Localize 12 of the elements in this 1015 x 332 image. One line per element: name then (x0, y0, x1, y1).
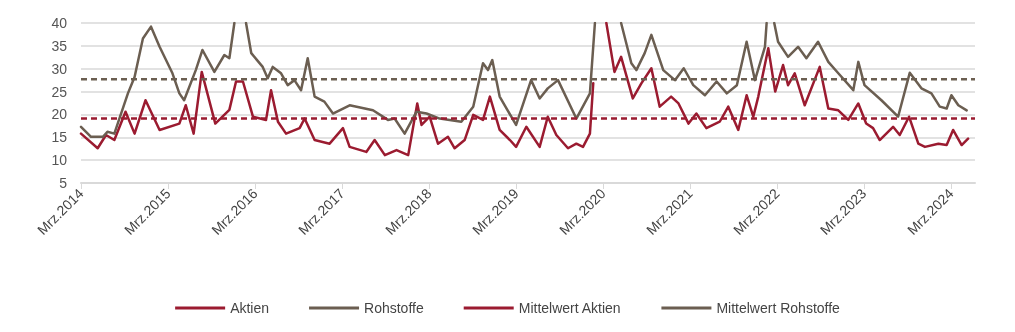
y-tick-label: 35 (51, 37, 68, 54)
y-tick-label: 5 (59, 175, 68, 191)
y-tick-label: 20 (51, 106, 68, 123)
y-tick-label: 30 (51, 60, 68, 77)
y-tick-label: 15 (51, 129, 68, 146)
y-tick-label: 25 (51, 83, 68, 100)
legend-label: Mittelwert Rohstoffe (716, 300, 841, 316)
legend-label: Aktien (230, 300, 270, 316)
y-tick-label: 10 (51, 152, 68, 169)
y-tick-label: 40 (51, 15, 68, 31)
legend-label: Mittelwert Aktien (518, 300, 621, 316)
legend-label: Rohstoffe (364, 300, 424, 316)
